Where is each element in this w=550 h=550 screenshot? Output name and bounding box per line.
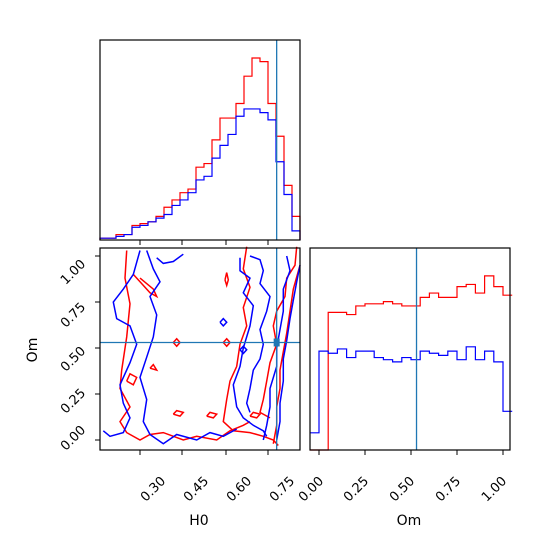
x-tick-label: 0.75 [267,474,298,505]
y-tick-label: 0.00 [58,423,89,454]
red-contour-dot [172,409,185,417]
blue-contour-middle [245,255,271,413]
om-hist-blue [309,346,513,434]
x-tick-label: 0.30 [138,474,169,505]
om-axis-label: Om [397,513,422,529]
h0-hist-frame [99,39,301,241]
red-contour-inner-right [259,246,298,419]
h0-histogram-panel [99,39,301,245]
truth-marker [273,338,280,347]
x-tick-label: 0.60 [224,474,255,505]
x-axis-label: H0 [189,513,208,529]
om-tick-label: 1.00 [479,474,510,505]
om-tick-label: 0.50 [387,474,418,505]
contour-frame [99,247,301,451]
red-contour-island [132,273,159,299]
y-tick-label: 0.75 [58,300,89,331]
blue-contour-dot [239,345,248,355]
y-tick-label: 0.25 [58,386,89,417]
h0-om-contour-panel [95,246,301,455]
h0-hist-red [99,57,301,240]
red-contour-outer [119,250,251,441]
y-tick-label: 0.50 [58,344,89,375]
y-tick-label: 1.00 [58,257,89,288]
h0-hist-blue [99,108,301,240]
blue-contour-inner-left [139,250,238,445]
blue-contour-edge [275,265,301,441]
om-tick-label: 0.25 [341,474,372,505]
red-contour-inner-left [222,246,279,447]
om-hist-red [309,275,513,451]
blue-contour-inner [232,257,268,437]
om-tick-label: 0.00 [296,474,327,505]
red-contour-island [126,372,138,386]
om-histogram-panel [309,247,513,455]
red-contour-dot [249,411,262,419]
red-contour-dot [206,411,219,419]
red-contour-dot [149,363,159,372]
om-hist-frame [309,247,511,451]
blue-contour-outer-left [102,250,141,438]
x-tick-label: 0.45 [181,474,212,505]
blue-contour-top [156,253,184,265]
red-contour-dot [224,272,230,289]
om-tick-label: 0.75 [433,474,464,505]
y-axis-label: Om [25,338,41,363]
blue-contour-dot [219,317,228,328]
